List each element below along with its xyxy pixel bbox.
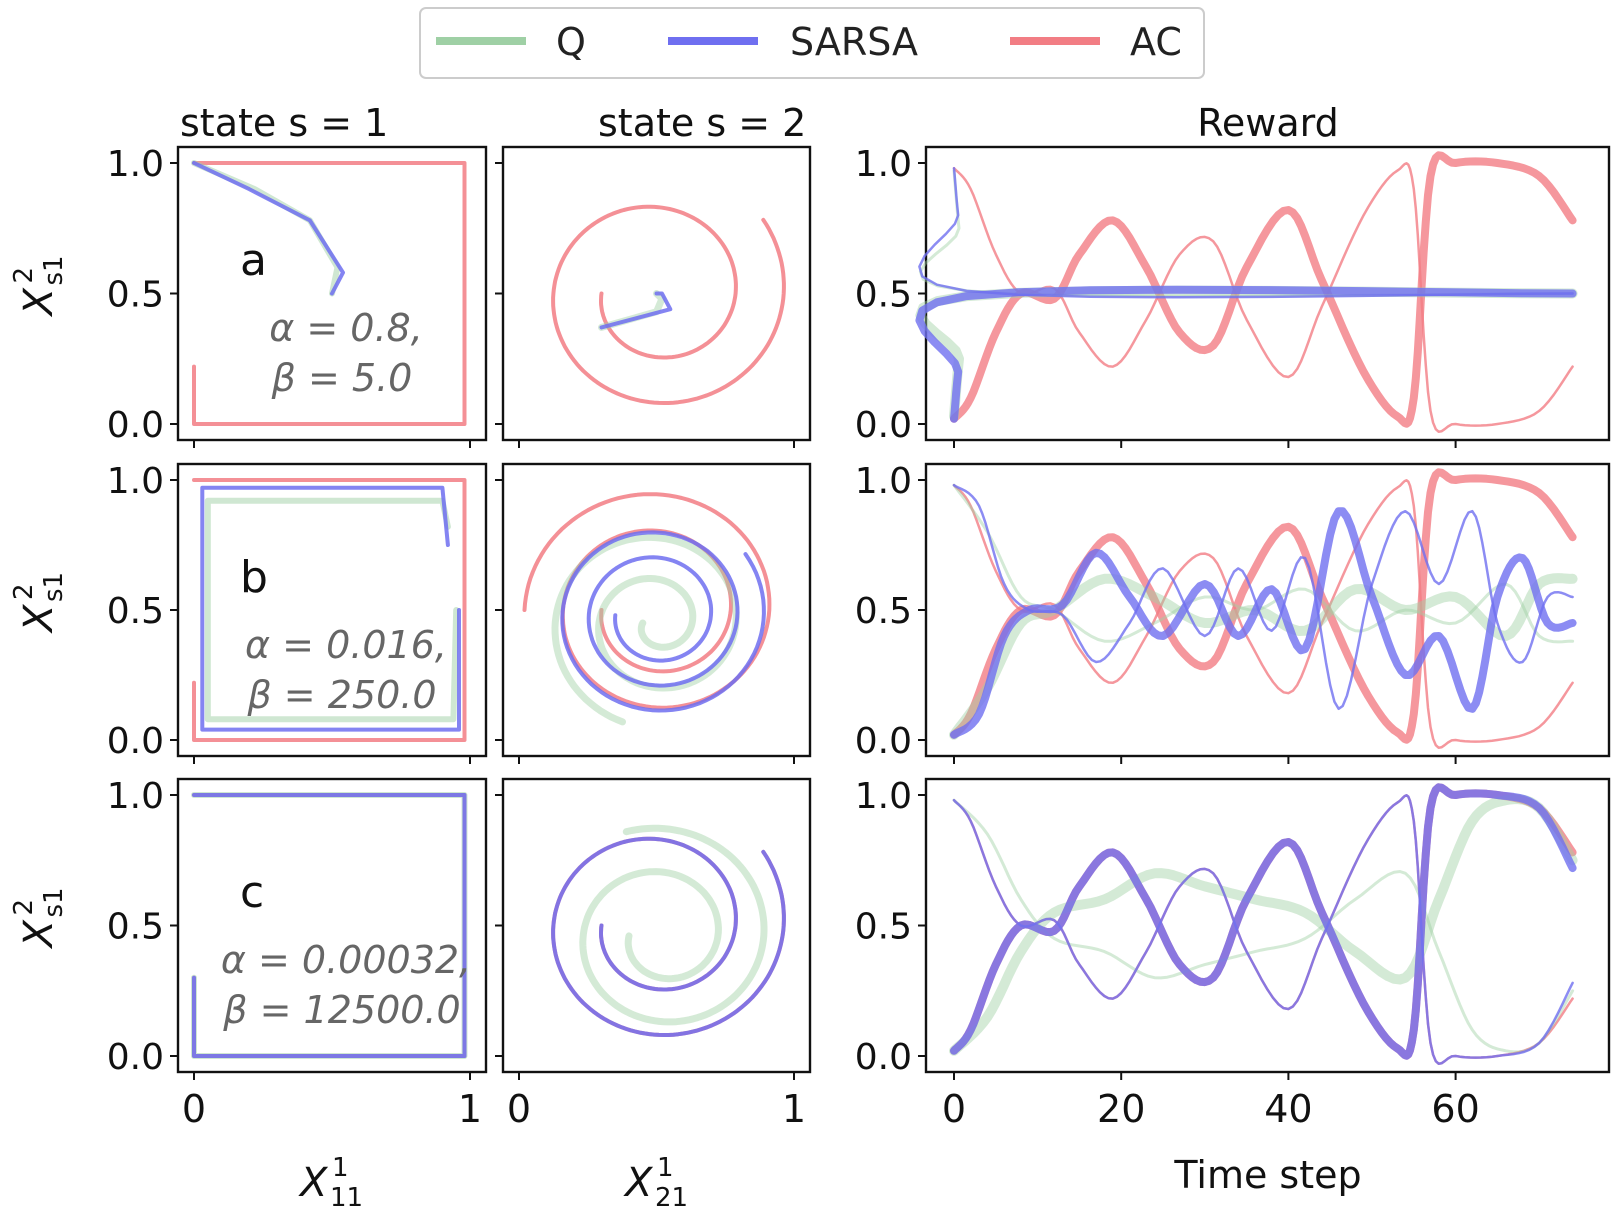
tick-label-y-s1-b: 0.0 — [107, 721, 164, 762]
x-label-state-2: X 1 21 — [623, 1153, 688, 1213]
y-label-sup: 2 — [9, 267, 39, 284]
x-label-1-sub: 11 — [330, 1183, 363, 1213]
column-title-reward: Reward — [1197, 101, 1339, 145]
y-label-sup: 2 — [9, 899, 39, 916]
column-title-state-1: state s = 1 — [180, 101, 388, 145]
reward-q-thick-c — [949, 794, 1578, 1056]
tick-label-x-reward: 40 — [1264, 1087, 1312, 1131]
tick-label-y-s1-a: 0.5 — [107, 275, 164, 316]
param-alpha-a: α = 0.8, — [269, 306, 423, 350]
reward-sarsa-thick-b — [950, 507, 1577, 739]
tick-label-x-phase: 1 — [458, 1087, 482, 1131]
tick-label-y-reward-b: 0.5 — [855, 591, 912, 632]
curve-s1-ac-a — [192, 161, 467, 426]
y-label-base: X — [16, 603, 62, 634]
curve-s2-q-b — [551, 533, 740, 726]
param-beta-a: β = 5.0 — [271, 356, 413, 400]
tick-label-x-reward: 20 — [1097, 1087, 1145, 1131]
legend-label-q: Q — [556, 20, 586, 64]
y-label-c: X 2 s1 — [9, 887, 69, 949]
tick-label-y-s1-b: 0.5 — [107, 591, 164, 632]
tick-label-x-reward: 60 — [1431, 1087, 1479, 1131]
y-label-sub: s1 — [39, 572, 69, 602]
tick-label-y-s1-a: 1.0 — [107, 144, 164, 185]
tick-label-y-reward-c: 1.0 — [855, 776, 912, 817]
param-alpha-c: α = 0.00032, — [221, 938, 471, 982]
legend-label-sarsa: SARSA — [790, 20, 918, 64]
curve-s2-q-a — [598, 290, 666, 331]
reward-sarsa-thick-c — [950, 783, 1577, 1060]
tick-label-y-reward-a: 0.5 — [855, 275, 912, 316]
x-label-time-step: Time step — [1173, 1153, 1361, 1197]
tick-label-y-s1-c: 0.5 — [107, 907, 164, 948]
tick-label-y-reward-c: 0.5 — [855, 907, 912, 948]
legend-frame — [419, 7, 1205, 79]
tick-label-y-s1-a: 0.0 — [107, 405, 164, 446]
tick-label-x-reward: 0 — [942, 1087, 966, 1131]
panels: 0.00.51.00.00.51.0X2 s1 aα = 0.8,β = 5.00.… — [9, 144, 1611, 1131]
tick-label-y-s1-b: 1.0 — [107, 461, 164, 502]
curve-s2-ac-a — [551, 204, 786, 405]
reward-q-thin-a — [918, 169, 1575, 298]
y-label-base: X — [16, 919, 62, 950]
reward-sarsa-thick-a — [915, 285, 1577, 423]
tick-label-y-reward-a: 0.0 — [855, 405, 912, 446]
tick-label-x-phase: 0 — [507, 1087, 531, 1131]
y-label-sub: s1 — [39, 255, 69, 285]
x-label-2-sup: 1 — [657, 1153, 674, 1183]
tick-label-y-s1-c: 0.0 — [107, 1037, 164, 1078]
curve-s2-q-c — [579, 824, 768, 1026]
curve-s2-sarsa-c — [551, 836, 786, 1037]
param-beta-c: β = 12500.0 — [222, 988, 460, 1032]
reward-sarsa-thin-a — [918, 166, 1574, 299]
panel-letter-a: a — [240, 235, 267, 286]
param-alpha-b: α = 0.016, — [245, 623, 447, 667]
y-label-base: X — [16, 287, 62, 318]
panel-letter-b: b — [240, 552, 268, 603]
reward-q-thick-a — [915, 285, 1578, 422]
y-label-sub: s1 — [39, 887, 69, 917]
x-label-2-sub: 21 — [655, 1183, 688, 1213]
tick-label-y-reward-b: 1.0 — [855, 461, 912, 502]
tick-label-y-reward-b: 0.0 — [855, 721, 912, 762]
panel-letter-c: c — [240, 867, 264, 918]
reward-q-thin-c — [952, 798, 1575, 1054]
legend-label-ac: AC — [1130, 20, 1182, 64]
curve-s1-sarsa-a — [192, 161, 345, 296]
x-label-state-1: X 1 11 — [298, 1153, 363, 1213]
y-label-b: X 2 s1 — [9, 572, 69, 634]
curve-s2-sarsa-a — [599, 291, 673, 330]
y-label-a: X 2 s1 — [9, 255, 69, 317]
curve-s1-ac-b — [192, 478, 467, 742]
tick-label-y-reward-c: 0.0 — [855, 1037, 912, 1078]
tick-label-y-s1-c: 1.0 — [107, 776, 164, 817]
x-label-1-base: X — [298, 1160, 329, 1206]
column-title-state-2: state s = 2 — [598, 101, 806, 145]
x-label-2-base: X — [623, 1160, 654, 1206]
tick-label-x-phase: 1 — [782, 1087, 806, 1131]
legend: Q SARSA AC — [419, 7, 1205, 79]
tick-label-y-reward-a: 1.0 — [855, 144, 912, 185]
x-label-1-sup: 1 — [332, 1153, 349, 1183]
curve-s2-sarsa-b — [560, 530, 766, 713]
tick-label-x-phase: 0 — [182, 1087, 206, 1131]
curve-s1-sarsa-c — [192, 793, 467, 1058]
curve-s1-sarsa-b — [200, 485, 461, 732]
y-label-sup: 2 — [9, 583, 39, 600]
param-beta-b: β = 250.0 — [246, 673, 436, 717]
